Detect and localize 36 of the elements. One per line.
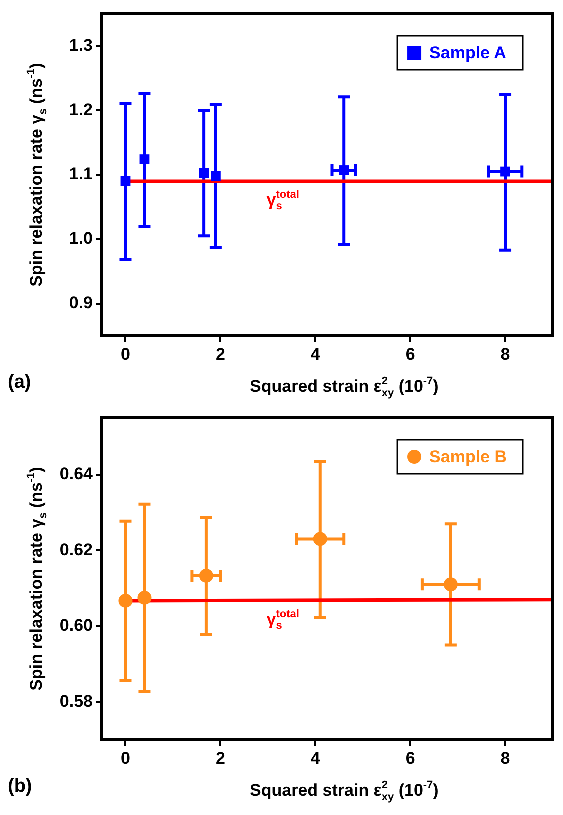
x-tick-label: 4	[310, 748, 321, 768]
x-tick-label: 0	[121, 344, 130, 364]
y-tick-label: 0.58	[60, 692, 93, 711]
point	[444, 578, 458, 592]
point	[500, 166, 510, 177]
legend-label: Sample A	[430, 44, 506, 63]
point	[138, 590, 152, 605]
x-tick-label: 6	[406, 344, 416, 364]
y-axis-title: Spin relaxation rate γs (ns-1)	[25, 467, 50, 691]
y-tick-label: 1.3	[69, 36, 93, 55]
legend-label: Sample B	[430, 448, 508, 467]
point	[313, 532, 328, 546]
point	[210, 171, 221, 182]
point	[199, 168, 210, 178]
x-tick-label: 8	[500, 344, 510, 364]
y-tick-label: 1.2	[69, 100, 93, 120]
y-tick-label: 0.62	[60, 540, 93, 560]
y-tick-label: 0.9	[69, 293, 93, 312]
y-tick-label: 0.60	[60, 616, 93, 636]
text: (a)	[8, 372, 32, 393]
point	[339, 166, 350, 176]
x-tick-label: 2	[216, 344, 226, 364]
y-tick-label: 1.1	[69, 164, 93, 184]
y-tick-label: 1.0	[69, 229, 93, 248]
y-axis-title: Spin relaxation rate γs (ns-1)	[25, 63, 50, 287]
point	[140, 154, 150, 164]
text: (b)	[8, 776, 32, 797]
point	[120, 176, 131, 186]
point	[118, 594, 133, 608]
x-tick-label: 6	[406, 748, 416, 768]
x-tick-label: 2	[216, 748, 226, 768]
x-tick-label: 4	[310, 344, 321, 364]
point	[199, 568, 214, 583]
x-tick-label: 0	[121, 748, 130, 768]
y-tick-label: 0.64	[60, 464, 94, 484]
x-tick-label: 8	[500, 748, 510, 768]
